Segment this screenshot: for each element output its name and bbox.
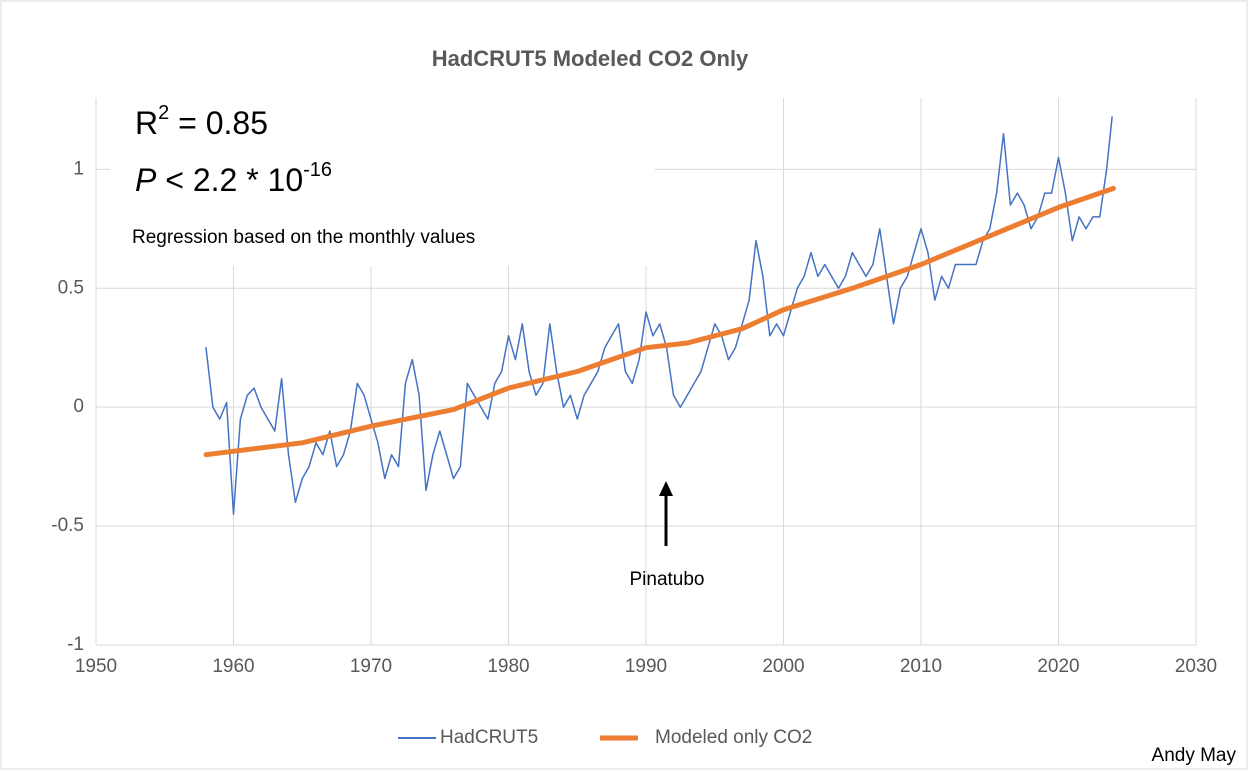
p-base: P <box>135 162 157 198</box>
x-tick-label: 1980 <box>487 656 529 677</box>
chart-title: HadCRUT5 Modeled CO2 Only <box>432 46 749 71</box>
r-squared: R2 = 0.85 <box>135 102 268 141</box>
x-tick-label: 1950 <box>75 656 117 677</box>
r-sup: 2 <box>158 102 169 124</box>
series-line <box>205 116 1113 515</box>
x-tick-label: 1960 <box>212 656 254 677</box>
y-tick-label: -1 <box>67 634 84 655</box>
y-tick-label: -0.5 <box>51 515 84 536</box>
y-tick-label: 0 <box>73 396 84 417</box>
plot <box>203 116 1116 515</box>
legend: HadCRUT5 Modeled only CO2 <box>398 727 812 748</box>
p-sup: -16 <box>303 159 332 181</box>
x-tick-label: 2020 <box>1037 656 1079 677</box>
legend-label: HadCRUT5 <box>440 727 538 748</box>
p-rest: < 2.2 * 10 <box>156 162 303 198</box>
p-value: P < 2.2 * 10-16 <box>135 159 332 198</box>
arrow-head <box>659 481 673 496</box>
legend-label: Modeled only CO2 <box>655 727 812 748</box>
annotation-box <box>110 98 655 266</box>
x-tick-label: 2000 <box>762 656 804 677</box>
annotation: Pinatubo <box>629 569 704 590</box>
note: Regression based on the monthly values <box>132 227 475 248</box>
credit: Andy May <box>1152 745 1237 766</box>
x-tick-label: 2030 <box>1175 656 1217 677</box>
r-rest: = 0.85 <box>169 105 268 141</box>
y-tick-label: 1 <box>73 158 84 179</box>
x-tick-label: 1970 <box>350 656 392 677</box>
series-line <box>203 185 1116 458</box>
y-tick-label: 0.5 <box>58 277 84 298</box>
r-base: R <box>135 105 158 141</box>
x-tick-label: 1990 <box>625 656 667 677</box>
x-tick-label: 2010 <box>900 656 942 677</box>
